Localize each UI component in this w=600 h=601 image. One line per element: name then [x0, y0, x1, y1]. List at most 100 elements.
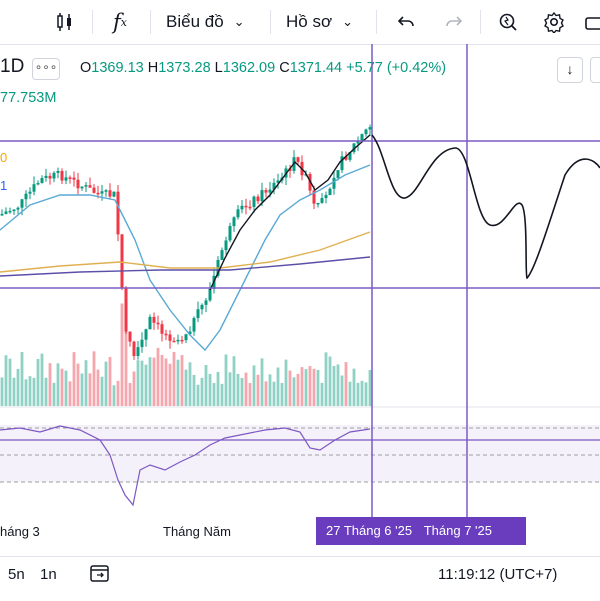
volume-bar: [144, 364, 148, 406]
volume-bar: [16, 368, 20, 406]
candle-body: [116, 191, 120, 235]
volume-bar: [44, 377, 48, 406]
volume-bar: [112, 385, 116, 406]
x-tick-may: Tháng Năm: [163, 524, 231, 539]
volume-bar: [268, 374, 272, 406]
candle-body: [332, 177, 336, 189]
volume-bar: [280, 382, 284, 406]
volume-bar: [172, 351, 176, 406]
candle-body: [32, 184, 36, 192]
volume-bar: [320, 382, 324, 406]
candles-icon[interactable]: [50, 8, 80, 36]
volume-bar: [116, 380, 120, 406]
volume-bar: [196, 384, 200, 406]
chart-menu-button[interactable]: Biểu đồ ⌄: [166, 8, 264, 36]
candle-body: [24, 193, 28, 200]
date-range-icon[interactable]: [88, 562, 112, 588]
candle-body: [100, 191, 104, 194]
candle-body: [204, 300, 208, 305]
volume-bar: [132, 371, 136, 406]
undo-icon[interactable]: [392, 8, 420, 36]
volume-value: 77.753M: [0, 90, 57, 106]
candle-body: [244, 205, 248, 208]
gear-icon[interactable]: [540, 8, 568, 36]
range-5n-button[interactable]: 5n: [8, 566, 25, 583]
arrow-down-icon[interactable]: ↓: [557, 57, 583, 83]
candle-body: [256, 196, 260, 202]
rsi-line: [0, 425, 371, 507]
volume-bar: [88, 373, 92, 406]
volume-bar: [156, 347, 160, 406]
candle-body: [360, 134, 364, 141]
candles: [0, 124, 372, 360]
camera-icon[interactable]: [584, 8, 600, 36]
clock-timezone[interactable]: 11:19:12 (UTC+7): [438, 566, 558, 583]
candle-body: [52, 172, 56, 179]
candle-body: [324, 195, 328, 199]
candle-body: [4, 211, 8, 214]
open-value: 1369.13: [91, 60, 144, 76]
volume-bar: [336, 364, 340, 406]
candle-body: [188, 331, 192, 335]
interval-label[interactable]: 1D: [0, 56, 25, 77]
volume-bar: [208, 373, 212, 406]
volume-bar: [224, 354, 228, 406]
volume-bar: [352, 368, 356, 406]
volume-bar: [276, 367, 280, 406]
volume-bar: [300, 367, 304, 406]
volume-bar: [284, 359, 288, 406]
volume-bar: [348, 381, 352, 406]
profile-menu-button[interactable]: Hồ sơ ⌄: [286, 8, 366, 36]
candle-body: [44, 175, 48, 179]
more-options-button[interactable]: ∘∘∘: [32, 58, 60, 80]
range-1n-button[interactable]: 1n: [40, 566, 57, 583]
ma-slow-line: [0, 231, 371, 273]
candle-body: [364, 129, 368, 135]
panel-icon[interactable]: [590, 57, 600, 83]
candle-body: [176, 339, 180, 342]
candle-body: [88, 185, 92, 188]
volume-bar: [256, 374, 260, 406]
candle-body: [336, 170, 340, 178]
volume-bar: [328, 356, 332, 406]
candle-body: [312, 190, 316, 204]
volume-bar: [176, 359, 180, 406]
candle-body: [236, 209, 240, 218]
candle-body: [224, 240, 228, 251]
candle-body: [296, 157, 300, 162]
redo-icon[interactable]: [440, 8, 468, 36]
volume-bar: [204, 365, 208, 406]
volume-bars: [0, 300, 372, 406]
candle-body: [156, 322, 160, 325]
volume-bar: [20, 352, 24, 406]
volume-bar: [324, 352, 328, 406]
candle-body: [276, 180, 280, 183]
price-chart[interactable]: [0, 0, 600, 556]
volume-bar: [56, 363, 60, 406]
profile-menu-label: Hồ sơ: [286, 12, 333, 31]
candle-body: [340, 156, 344, 171]
candle-body: [56, 170, 60, 173]
candle-body: [140, 339, 144, 348]
low-value: 1362.09: [222, 60, 276, 76]
candle-body: [60, 170, 64, 181]
rsi-band: [0, 425, 600, 482]
candle-body: [132, 341, 136, 357]
projection-path[interactable]: [371, 134, 600, 280]
volume-bar: [72, 352, 76, 406]
quick-search-icon[interactable]: [494, 8, 522, 36]
candle-body: [112, 191, 116, 197]
volume-bar: [160, 354, 164, 406]
candle-body: [344, 156, 348, 160]
volume-bar: [164, 358, 168, 406]
ohlc-legend: O1369.13 H1373.28 L1362.09 C1371.44 +5.7…: [80, 60, 446, 76]
volume-bar: [236, 373, 240, 406]
volume-bar: [84, 360, 88, 406]
candle-body: [264, 190, 268, 193]
volume-bar: [304, 369, 308, 406]
candle-body: [160, 324, 164, 334]
volume-bar: [188, 362, 192, 406]
volume-bar: [68, 381, 72, 406]
volume-bar: [248, 382, 252, 406]
